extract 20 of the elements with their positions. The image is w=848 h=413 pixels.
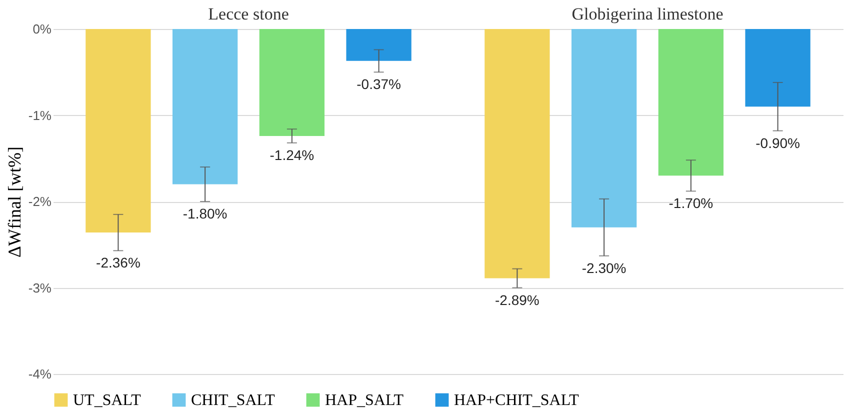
- legend-label: UT_SALT: [73, 392, 142, 409]
- data-label: -1.80%: [182, 206, 228, 222]
- data-label: -2.89%: [495, 292, 540, 308]
- x-tick-label: Globigerina limestone: [572, 4, 724, 24]
- x-tick-label: Lecce stone: [208, 4, 289, 24]
- y-tick-label: -1%: [28, 108, 52, 123]
- legend-label: HAP+CHIT_SALT: [454, 392, 580, 409]
- data-label: -1.24%: [270, 146, 314, 163]
- data-label: -2.30%: [582, 260, 626, 276]
- y-tick-label: 0%: [32, 22, 52, 36]
- y-axis-title: ΔWfinal [wt%]: [4, 146, 24, 258]
- legend-label: CHIT_SALT: [191, 392, 276, 409]
- y-tick-label: -3%: [28, 280, 52, 296]
- y-tick-label: -4%: [28, 366, 52, 382]
- data-label: -0.37%: [356, 76, 401, 92]
- legend-label: HAP_SALT: [325, 392, 404, 409]
- y-tick-label: -2%: [28, 194, 52, 209]
- data-label: -1.70%: [668, 195, 714, 212]
- data-label: -0.90%: [756, 134, 800, 151]
- data-label: -2.36%: [96, 254, 140, 271]
